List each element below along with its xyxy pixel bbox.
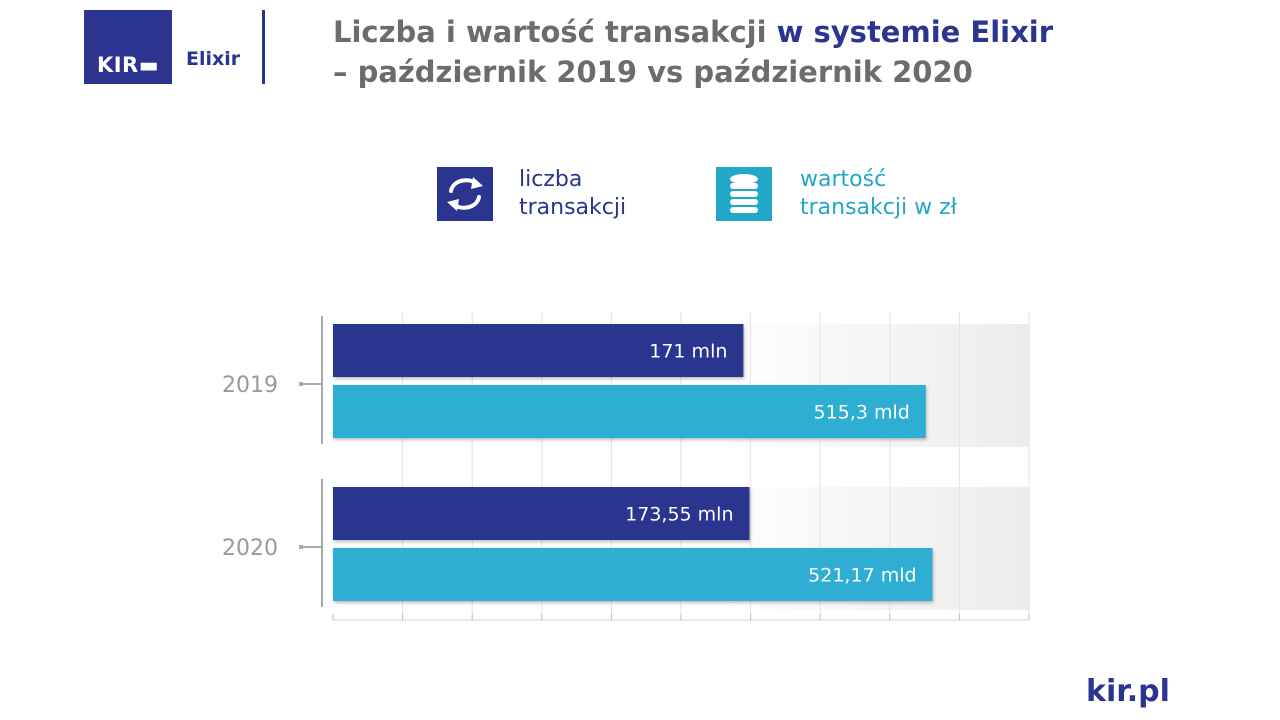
logo-divider bbox=[262, 10, 265, 84]
title-part1: Liczba i wartość transakcji bbox=[333, 15, 767, 49]
title-line2: – październik 2019 vs październik 2020 bbox=[333, 55, 973, 89]
bar-count bbox=[333, 324, 744, 377]
category-tick-dot bbox=[299, 382, 303, 386]
legend-value-label: wartość transakcji w zł bbox=[800, 167, 957, 220]
logo-text: KIR▬ bbox=[96, 53, 160, 77]
bar-count-label: 173,55 mln bbox=[625, 504, 733, 526]
bar-count-label: 171 mln bbox=[649, 341, 727, 363]
category-label: 2019 bbox=[222, 373, 278, 398]
bar-value-label: 521,17 mld bbox=[808, 565, 916, 587]
footer-brand: kir.pl bbox=[1086, 674, 1170, 709]
bar-value bbox=[333, 385, 926, 438]
bar-value-label: 515,3 mld bbox=[814, 402, 910, 424]
title-part2: w systemie Elixir bbox=[776, 15, 1054, 49]
logo-sub: Elixir bbox=[186, 48, 241, 70]
exchange-arrows-icon bbox=[437, 167, 493, 221]
kir-logo: KIR▬ bbox=[84, 10, 172, 84]
bar-value bbox=[333, 548, 933, 601]
category-tick-dot bbox=[299, 545, 303, 549]
coins-stack-icon bbox=[716, 167, 772, 221]
bar-count bbox=[333, 487, 750, 540]
category-label: 2020 bbox=[222, 536, 278, 561]
legend-count-label: liczba transakcji bbox=[519, 167, 627, 220]
page-title: Liczba i wartość transakcji w systemie E… bbox=[333, 12, 1053, 92]
